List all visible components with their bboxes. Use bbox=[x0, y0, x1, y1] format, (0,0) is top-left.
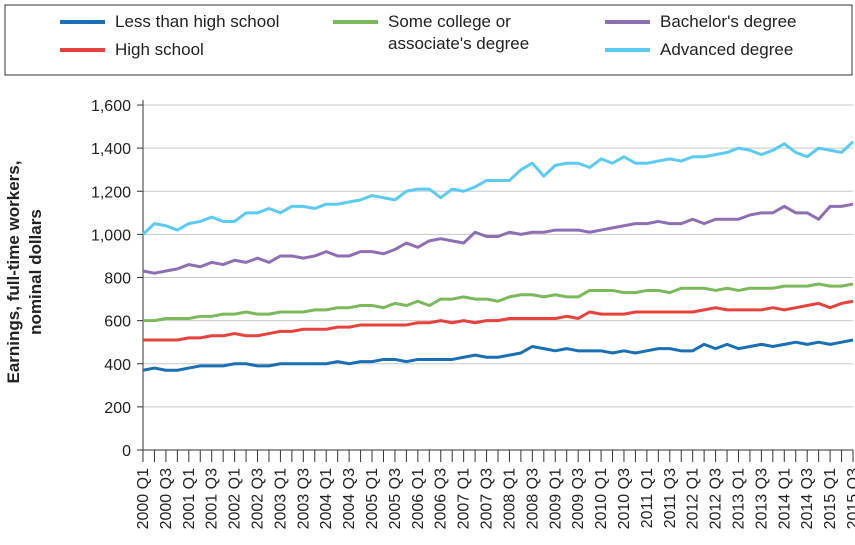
x-tick-label: 2001 Q1 bbox=[181, 468, 198, 529]
y-tick-label: 1,400 bbox=[91, 141, 131, 158]
series-line bbox=[142, 202, 854, 275]
x-tick-label: 2004 Q1 bbox=[318, 468, 335, 529]
y-tick-label: 1,600 bbox=[91, 98, 131, 115]
x-tick-label: 2007 Q3 bbox=[479, 468, 496, 529]
x-tick-label: 2008 Q1 bbox=[501, 468, 518, 529]
y-axis-label: Earnings, full-time workers, nominal dol… bbox=[4, 160, 45, 384]
y-tick-label: 800 bbox=[104, 271, 131, 288]
series-line bbox=[142, 338, 854, 372]
x-tick-label: 2010 Q3 bbox=[616, 468, 633, 529]
x-tick-label: 2009 Q3 bbox=[570, 468, 587, 529]
x-tick-label: 2012 Q3 bbox=[708, 468, 725, 529]
x-tick-label: 2008 Q3 bbox=[524, 468, 541, 529]
x-tick-label: 2015 Q1 bbox=[822, 468, 839, 529]
x-tick-label: 2014 Q3 bbox=[799, 468, 816, 529]
x-tick-label: 2005 Q3 bbox=[387, 468, 404, 529]
x-tick-label: 2009 Q1 bbox=[547, 468, 564, 529]
legend-label: Bachelor's degree bbox=[660, 12, 797, 31]
x-tick-label: 2004 Q3 bbox=[341, 468, 358, 529]
x-tick-label: 2005 Q1 bbox=[364, 468, 381, 529]
legend-box bbox=[4, 4, 853, 76]
x-tick-label: 2012 Q1 bbox=[685, 468, 702, 529]
series-line bbox=[143, 282, 854, 323]
legend-label: Some college or associate's degree bbox=[388, 12, 530, 53]
y-tick-label: 1,000 bbox=[91, 227, 131, 244]
x-tick-label: 2007 Q1 bbox=[456, 468, 473, 529]
x-tick-label: 2000 Q3 bbox=[158, 468, 175, 529]
x-tick-label: 2006 Q1 bbox=[410, 468, 427, 529]
x-tick-label: 2002 Q1 bbox=[227, 468, 244, 529]
x-tick-label: 2006 Q3 bbox=[433, 468, 450, 529]
x-tick-label: 2002 Q3 bbox=[250, 468, 267, 529]
y-tick-label: 600 bbox=[104, 314, 131, 331]
x-tick-label: 2003 Q3 bbox=[295, 468, 312, 529]
x-tick-label: 2000 Q1 bbox=[135, 468, 152, 529]
y-tick-label: 1,200 bbox=[91, 184, 131, 201]
legend-label: High school bbox=[115, 40, 204, 59]
x-tick-label: 2013 Q1 bbox=[730, 468, 747, 529]
y-tick-label: 0 bbox=[122, 443, 131, 460]
x-tick-label: 2003 Q1 bbox=[272, 468, 289, 529]
x-tick-label: 2015 Q3 bbox=[845, 468, 855, 529]
series-line bbox=[141, 140, 855, 236]
legend-label: Advanced degree bbox=[660, 40, 794, 59]
x-tick-label: 2011 Q3 bbox=[662, 468, 679, 528]
series-line bbox=[143, 299, 854, 342]
x-tick-label: 2010 Q1 bbox=[593, 468, 610, 529]
x-tick-label: 2014 Q1 bbox=[776, 468, 793, 529]
x-tick-label: 2001 Q3 bbox=[204, 468, 221, 529]
y-tick-label: 400 bbox=[104, 357, 131, 374]
y-tick-label: 200 bbox=[104, 400, 131, 417]
x-tick-label: 2013 Q3 bbox=[753, 468, 770, 529]
x-tick-label: 2011 Q1 bbox=[639, 468, 656, 528]
legend-label: Less than high school bbox=[115, 12, 280, 31]
